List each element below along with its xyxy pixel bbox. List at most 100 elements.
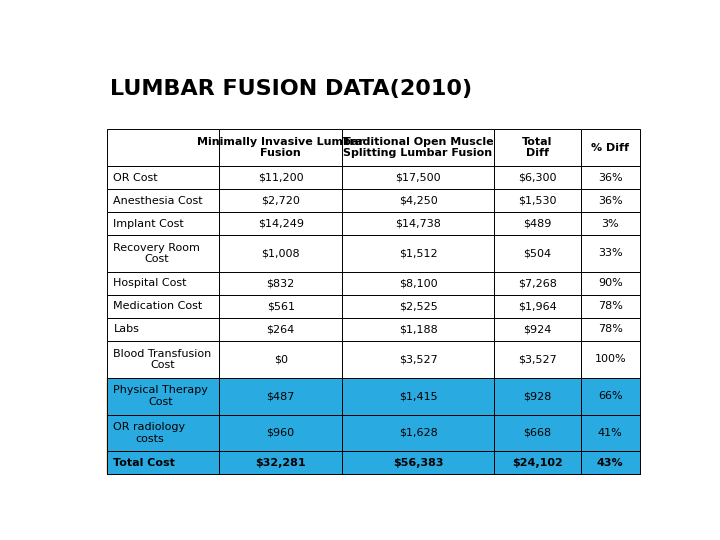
Bar xyxy=(342,378,494,415)
Bar xyxy=(494,341,581,378)
Text: Minimally Invasive Lumbar
Fusion: Minimally Invasive Lumbar Fusion xyxy=(197,137,364,158)
Bar xyxy=(342,272,494,295)
Text: $1,628: $1,628 xyxy=(399,428,438,438)
Bar xyxy=(342,295,494,318)
Bar xyxy=(219,272,342,295)
Text: $32,281: $32,281 xyxy=(256,458,306,468)
Text: LUMBAR FUSION DATA(2010): LUMBAR FUSION DATA(2010) xyxy=(109,79,472,99)
Bar xyxy=(107,451,219,474)
Text: $14,249: $14,249 xyxy=(258,219,304,228)
Text: $0: $0 xyxy=(274,354,287,364)
Text: $668: $668 xyxy=(523,428,552,438)
Bar xyxy=(581,235,639,272)
Text: 43%: 43% xyxy=(597,458,624,468)
Bar xyxy=(219,318,342,341)
Bar xyxy=(494,166,581,189)
Bar xyxy=(342,451,494,474)
Bar xyxy=(342,189,494,212)
Text: $24,102: $24,102 xyxy=(512,458,562,468)
Text: $668: $668 xyxy=(523,428,552,438)
Text: 36%: 36% xyxy=(598,173,623,183)
Text: Recovery Room
Cost: Recovery Room Cost xyxy=(114,242,200,264)
Bar xyxy=(219,451,342,474)
Bar xyxy=(219,341,342,378)
Text: Implant Cost: Implant Cost xyxy=(114,219,184,228)
Text: Physical Therapy
Cost: Physical Therapy Cost xyxy=(114,386,208,407)
Bar xyxy=(581,378,639,415)
Bar xyxy=(581,295,639,318)
Text: Labs: Labs xyxy=(114,325,139,334)
Text: $928: $928 xyxy=(523,391,552,401)
Text: $264: $264 xyxy=(266,325,294,334)
Text: Hospital Cost: Hospital Cost xyxy=(114,279,187,288)
Bar xyxy=(342,341,494,378)
Bar xyxy=(581,189,639,212)
Text: $1,188: $1,188 xyxy=(399,325,438,334)
Text: 43%: 43% xyxy=(597,458,624,468)
Text: $1,008: $1,008 xyxy=(261,248,300,259)
Text: 78%: 78% xyxy=(598,325,623,334)
Text: 100%: 100% xyxy=(595,354,626,364)
Text: OR radiology
costs: OR radiology costs xyxy=(114,422,186,444)
Bar xyxy=(219,295,342,318)
Polygon shape xyxy=(107,378,275,474)
Text: $489: $489 xyxy=(523,219,552,228)
Text: $960: $960 xyxy=(266,428,294,438)
Bar xyxy=(107,295,219,318)
Text: $32,281: $32,281 xyxy=(256,458,306,468)
Text: $6,300: $6,300 xyxy=(518,173,557,183)
Text: $4,250: $4,250 xyxy=(399,195,438,206)
Bar xyxy=(494,451,581,474)
Bar xyxy=(581,272,639,295)
Bar xyxy=(107,318,219,341)
Bar xyxy=(107,451,219,474)
Text: 66%: 66% xyxy=(598,391,623,401)
Bar xyxy=(107,235,219,272)
Bar xyxy=(494,415,581,451)
Bar xyxy=(342,212,494,235)
Bar xyxy=(494,129,581,166)
Text: $487: $487 xyxy=(266,391,294,401)
Bar xyxy=(581,451,639,474)
Text: Blood Transfusion
Cost: Blood Transfusion Cost xyxy=(114,348,212,370)
Bar xyxy=(342,129,494,166)
Text: 90%: 90% xyxy=(598,279,623,288)
Text: $8,100: $8,100 xyxy=(399,279,437,288)
Text: $561: $561 xyxy=(266,301,294,312)
Bar xyxy=(494,235,581,272)
Bar xyxy=(107,341,219,378)
Text: % Diff: % Diff xyxy=(591,143,629,153)
Text: 41%: 41% xyxy=(598,428,623,438)
Bar xyxy=(342,166,494,189)
Bar xyxy=(581,318,639,341)
Text: $1,415: $1,415 xyxy=(399,391,437,401)
Text: $24,102: $24,102 xyxy=(512,458,562,468)
Text: 78%: 78% xyxy=(598,301,623,312)
Text: $3,527: $3,527 xyxy=(518,354,557,364)
Bar xyxy=(107,189,219,212)
Text: $504: $504 xyxy=(523,248,552,259)
Text: OR radiology
costs: OR radiology costs xyxy=(114,422,186,444)
Text: $14,738: $14,738 xyxy=(395,219,441,228)
Bar xyxy=(219,415,342,451)
Text: $924: $924 xyxy=(523,325,552,334)
Bar xyxy=(581,341,639,378)
Text: $3,527: $3,527 xyxy=(399,354,438,364)
Bar xyxy=(342,318,494,341)
Text: 66%: 66% xyxy=(598,391,623,401)
Text: Anesthesia Cost: Anesthesia Cost xyxy=(114,195,203,206)
Bar xyxy=(494,189,581,212)
Bar xyxy=(342,235,494,272)
Bar xyxy=(107,415,219,451)
Bar xyxy=(342,378,494,415)
Bar xyxy=(219,378,342,415)
Bar xyxy=(494,378,581,415)
Text: OR Cost: OR Cost xyxy=(114,173,158,183)
Bar xyxy=(581,415,639,451)
Text: 41%: 41% xyxy=(598,428,623,438)
Text: 36%: 36% xyxy=(598,195,623,206)
Bar xyxy=(107,415,219,451)
Text: $1,530: $1,530 xyxy=(518,195,557,206)
Text: $487: $487 xyxy=(266,391,294,401)
Bar xyxy=(342,415,494,451)
